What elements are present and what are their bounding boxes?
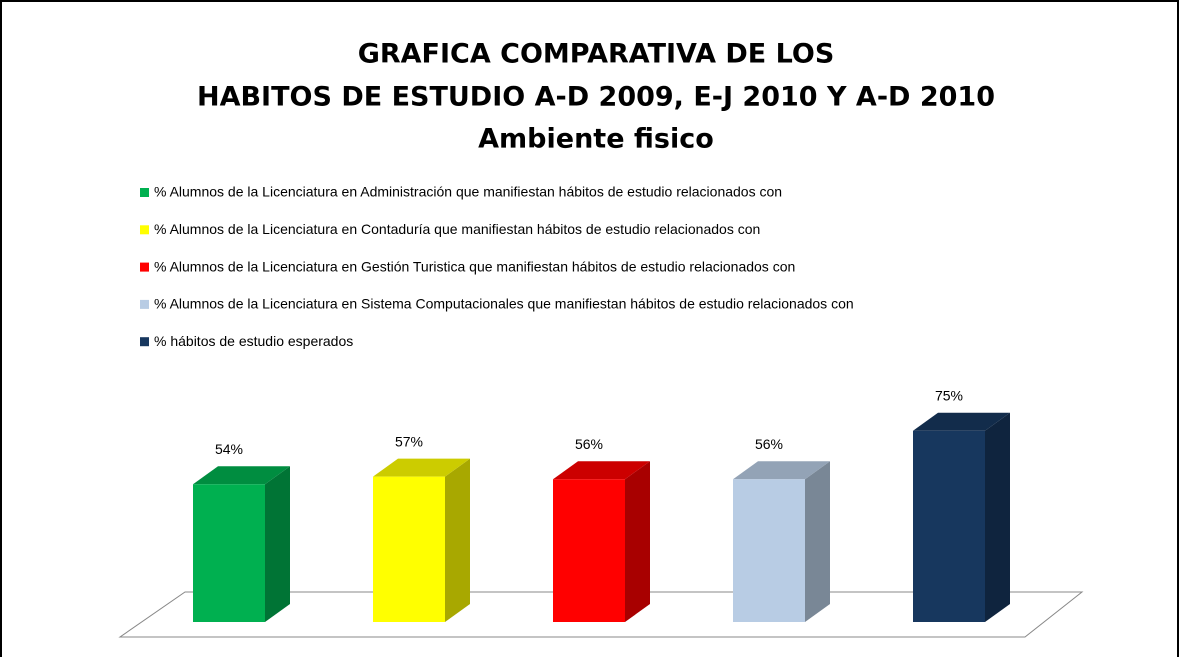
- chart-title: GRAFICA COMPARATIVA DE LOS: [358, 39, 835, 70]
- legend-swatch: [140, 188, 149, 197]
- bar-top: [553, 461, 650, 480]
- legend-label: % Alumnos de la Licenciatura en Administ…: [154, 184, 782, 200]
- bar-side: [625, 461, 650, 622]
- bar-top: [913, 412, 1010, 431]
- bar-front: [373, 476, 445, 622]
- bar-top: [373, 458, 470, 477]
- bar-top: [193, 466, 290, 485]
- bar: [373, 458, 470, 622]
- bar: [733, 461, 830, 622]
- bar-front: [193, 484, 265, 622]
- chart-title: HABITOS DE ESTUDIO A-D 2009, E-J 2010 Y …: [197, 82, 995, 113]
- bar-front: [913, 430, 985, 622]
- value-label: 57%: [395, 433, 423, 449]
- legend-swatch: [140, 299, 149, 309]
- bar-side: [445, 458, 470, 622]
- value-label: 56%: [755, 436, 783, 452]
- legend-swatch: [140, 337, 149, 347]
- legend-label: % hábitos de estudio esperados: [154, 333, 353, 349]
- bar-front: [553, 479, 625, 622]
- bar-side: [805, 461, 830, 622]
- value-label: 56%: [575, 436, 603, 452]
- bar-top: [733, 461, 830, 480]
- bar: [913, 412, 1010, 622]
- legend-swatch: [140, 262, 149, 272]
- chart-subtitle: Ambiente fisico: [478, 124, 714, 155]
- bar-side: [985, 412, 1010, 622]
- legend-label: % Alumnos de la Licenciatura en Contadur…: [154, 221, 760, 237]
- legend-swatch: [140, 225, 149, 235]
- legend-label: % Alumnos de la Licenciatura en Gestión …: [154, 258, 795, 274]
- value-label: 54%: [215, 441, 243, 457]
- bar: [553, 461, 650, 622]
- bar-front: [733, 479, 805, 622]
- bar-side: [265, 466, 290, 622]
- legend-label: % Alumnos de la Licenciatura en Sistema …: [154, 296, 854, 312]
- bar: [193, 466, 290, 622]
- value-label: 75%: [935, 387, 963, 403]
